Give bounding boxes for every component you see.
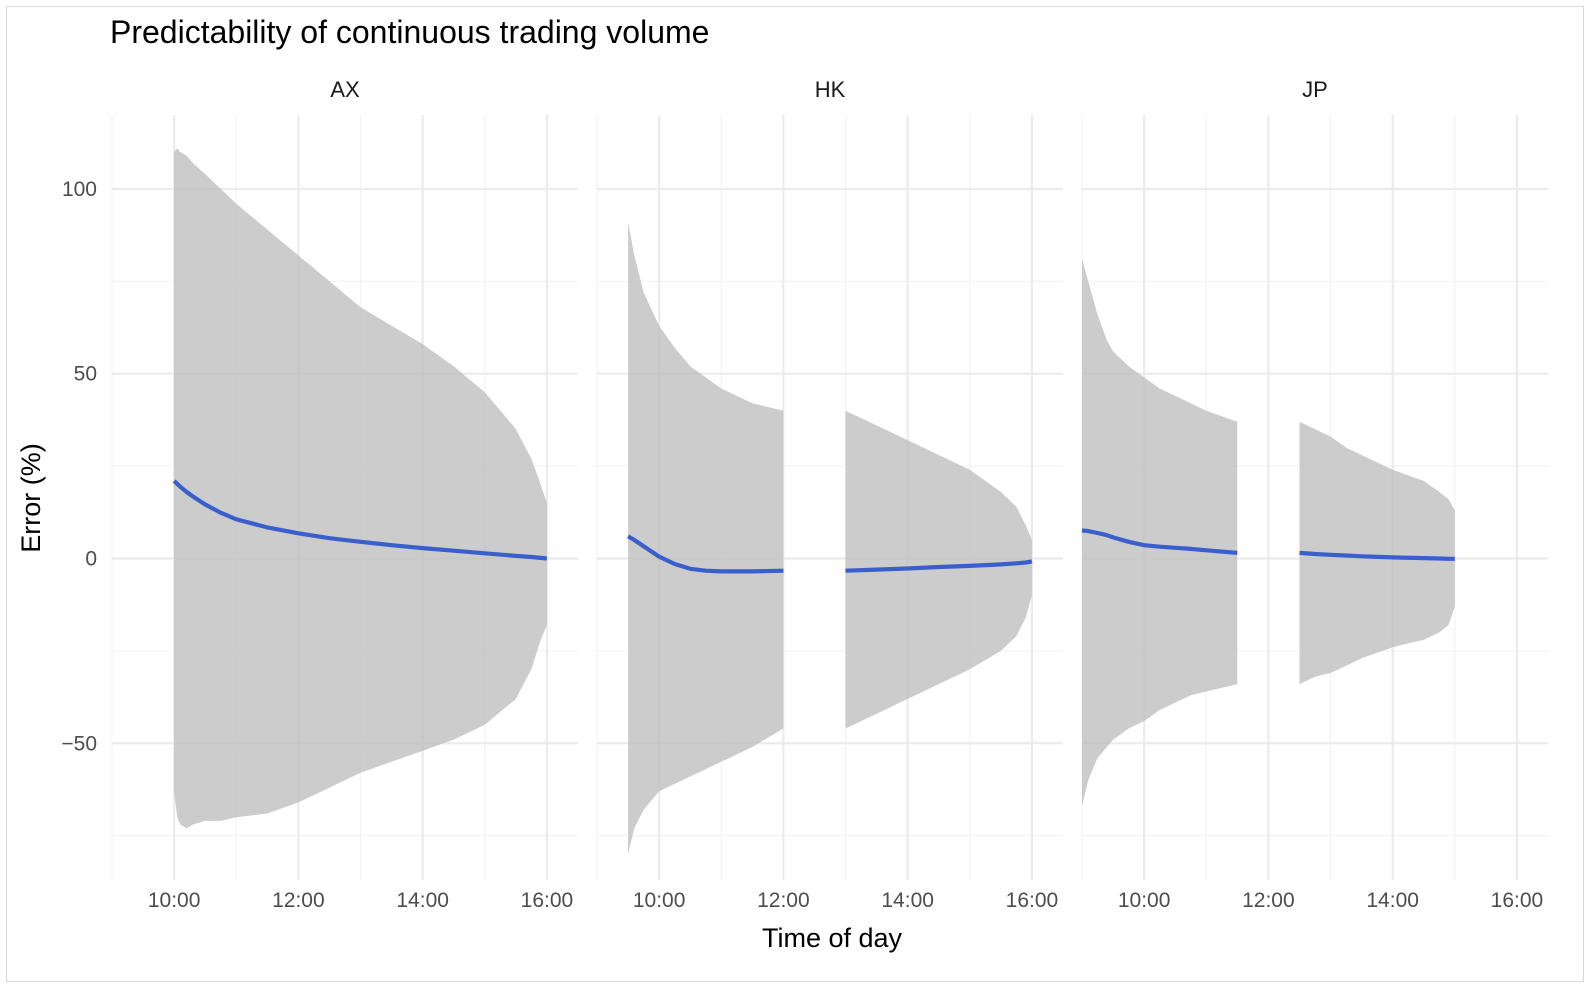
y-tick-label: 100: [62, 178, 97, 201]
x-tick-label: 16:00: [1491, 889, 1544, 912]
mean-error-line: [845, 559, 1033, 573]
error-ribbon: [845, 410, 1032, 729]
facet-panel-hk: HK 10:00 12:00 14:00 16:00: [596, 77, 1063, 912]
error-ribbon: [628, 222, 784, 855]
x-tick-label: 14:00: [1366, 889, 1419, 912]
x-tick-label: 10:00: [1118, 889, 1171, 912]
facet-panel-ax: AX 10:00 12:00 14:00 16:00: [111, 77, 578, 912]
mean-error-line: [1299, 550, 1455, 561]
y-tick-label: −50: [61, 732, 97, 755]
error-ribbon: [1299, 421, 1455, 685]
mean-error-line: [1081, 528, 1238, 555]
x-tick-label: 12:00: [272, 889, 325, 912]
x-tick-label: 12:00: [1242, 889, 1295, 912]
facet-panel-jp: JP 10:00 12:00 14:00 16:00: [1081, 77, 1548, 912]
facet-label: HK: [815, 77, 846, 102]
facet-panels: AX 10:00 12:00 14:00 16:00 HK 10:00 12:00 14:00 1…: [111, 77, 1548, 912]
chart-title: Predictability of continuous trading vol…: [110, 14, 709, 50]
x-axis-title: Time of day: [762, 923, 903, 953]
x-tick-label: 10:00: [633, 889, 686, 912]
x-tick-label: 10:00: [148, 889, 201, 912]
y-axis-title: Error (%): [16, 443, 46, 553]
y-tick-label: 50: [74, 363, 97, 386]
facet-label: AX: [330, 77, 360, 102]
facet-label: JP: [1302, 77, 1328, 102]
mean-error-line: [172, 479, 548, 561]
x-tick-label: 14:00: [881, 889, 934, 912]
error-ribbon: [174, 148, 547, 829]
mean-error-line: [627, 534, 784, 574]
x-tick-label: 14:00: [396, 889, 449, 912]
x-tick-label: 12:00: [757, 889, 810, 912]
y-axis-ticks: −50 0 50 100: [61, 178, 97, 755]
y-tick-label: 0: [85, 547, 97, 570]
error-ribbon: [1082, 259, 1238, 807]
x-tick-label: 16:00: [1006, 889, 1059, 912]
x-tick-label: 16:00: [521, 889, 574, 912]
